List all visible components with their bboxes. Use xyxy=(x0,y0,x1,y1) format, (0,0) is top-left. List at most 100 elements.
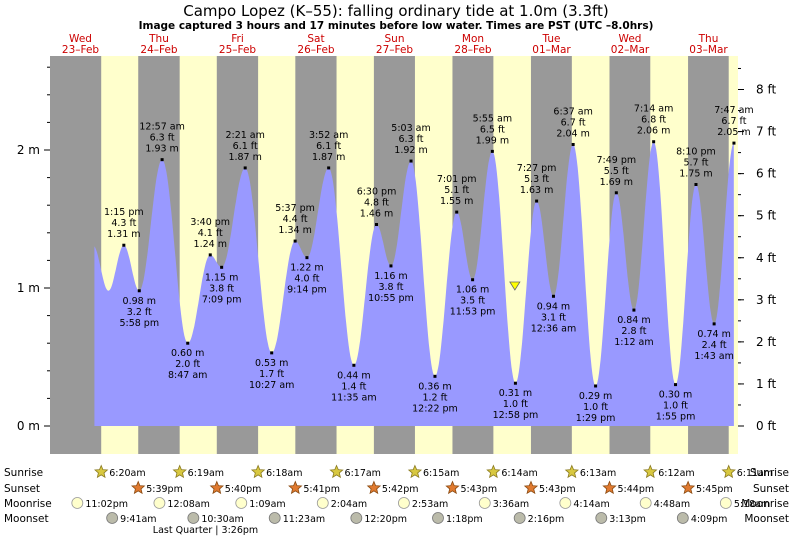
moonrise-icon xyxy=(639,497,652,509)
low-tide-time: 8:47 am xyxy=(168,370,207,381)
day-name-label: Fri xyxy=(231,33,244,45)
row-label-right: Moonset xyxy=(744,513,789,525)
sunrise-icon xyxy=(329,464,344,479)
low-tide-height-m: 0.53 m xyxy=(255,358,288,369)
sunset-icon xyxy=(209,480,224,495)
low-tide-height-ft: 3.2 ft xyxy=(127,307,152,318)
low-tide-height-m: 1.16 m xyxy=(374,271,407,282)
sunrise-time: 6:15am xyxy=(423,468,459,479)
tide-extreme-point xyxy=(327,166,331,170)
tide-extreme-point xyxy=(433,374,437,378)
high-tide-height-m: 1.31 m xyxy=(107,229,140,240)
high-tide-height-m: 1.93 m xyxy=(145,144,178,155)
chart-title: Campo Lopez (K–55): falling ordinary tid… xyxy=(183,2,609,20)
sunset-time: 5:43pm xyxy=(460,484,497,495)
low-tide-height-m: 0.36 m xyxy=(418,381,451,392)
low-tide-height-ft: 1.0 ft xyxy=(663,401,688,412)
moon-phase-label: Last Quarter | 3:26pm xyxy=(153,525,258,536)
high-tide-height-ft: 4.1 ft xyxy=(198,228,223,239)
high-tide-time: 2:21 am xyxy=(225,130,264,141)
high-tide-height-m: 1.99 m xyxy=(476,135,509,146)
moonrise-icon xyxy=(559,497,572,509)
high-tide-height-m: 1.63 m xyxy=(520,185,553,196)
row-label-left: Sunrise xyxy=(4,467,43,479)
tide-extreme-point xyxy=(652,140,656,144)
sunrise-icon xyxy=(94,464,109,479)
high-tide-height-m: 1.87 m xyxy=(312,152,345,163)
high-tide-time: 3:52 am xyxy=(309,130,348,141)
moonset-time: 1:18pm xyxy=(446,514,483,525)
high-tide-time: 12:57 am xyxy=(139,122,184,133)
high-tide-time: 7:14 am xyxy=(634,104,673,115)
moonset-icon xyxy=(187,512,200,524)
low-tide-height-ft: 3.8 ft xyxy=(378,282,403,293)
sunset-time: 5:45pm xyxy=(696,484,733,495)
day-date-label: 25–Feb xyxy=(219,44,257,56)
low-tide-height-ft: 1.0 ft xyxy=(583,402,608,413)
high-tide-height-ft: 4.8 ft xyxy=(364,198,389,209)
tide-extreme-point xyxy=(243,166,247,170)
sunrise-icon xyxy=(486,464,501,479)
row-label-left: Moonrise xyxy=(4,498,52,510)
sunrise-time: 6:12am xyxy=(658,468,694,479)
moonset-icon xyxy=(595,512,608,524)
tide-extreme-point xyxy=(160,158,164,162)
moonrise-icon xyxy=(316,497,329,509)
high-tide-height-m: 1.69 m xyxy=(600,177,633,188)
low-tide-height-ft: 1.0 ft xyxy=(503,399,528,410)
moonset-time: 12:20pm xyxy=(364,514,407,525)
high-tide-height-ft: 6.8 ft xyxy=(641,115,666,126)
tide-extreme-point xyxy=(732,141,736,145)
moonrise-icon xyxy=(235,497,248,509)
low-tide-time: 11:35 am xyxy=(331,392,376,403)
row-label-right: Sunset xyxy=(753,483,789,495)
high-tide-height-ft: 5.7 ft xyxy=(683,158,708,169)
low-tide-time: 5:58 pm xyxy=(119,318,159,329)
high-tide-height-m: 2.06 m xyxy=(637,126,670,137)
sunrise-icon xyxy=(172,464,187,479)
sunrise-time: 6:14am xyxy=(501,468,537,479)
high-tide-height-m: 1.34 m xyxy=(278,225,311,236)
moonrise-time: 4:14am xyxy=(573,499,609,510)
day-date-label: 01–Mar xyxy=(532,44,571,56)
tide-extreme-point xyxy=(186,341,190,345)
sunrise-icon xyxy=(721,464,736,479)
tide-extreme-point xyxy=(471,278,475,282)
sunset-time: 5:43pm xyxy=(539,484,576,495)
moonset-icon xyxy=(432,512,444,524)
tide-extreme-point xyxy=(455,210,459,214)
moonrise-time: 12:08am xyxy=(167,499,209,510)
day-name-label: Mon xyxy=(462,33,484,45)
moonset-time: 2:16pm xyxy=(528,514,565,525)
sunset-time: 5:40pm xyxy=(225,484,262,495)
low-tide-time: 11:53 pm xyxy=(450,307,496,318)
high-tide-height-m: 1.92 m xyxy=(394,145,427,156)
low-tide-height-ft: 3.8 ft xyxy=(209,283,234,294)
tide-extreme-point xyxy=(220,265,224,269)
moonset-icon xyxy=(106,512,119,524)
low-tide-height-ft: 1.7 ft xyxy=(259,369,284,380)
high-tide-time: 7:47 am xyxy=(714,105,753,116)
high-tide-height-m: 2.05 m xyxy=(717,127,750,138)
sunrise-icon xyxy=(250,464,266,479)
low-tide-height-m: 1.22 m xyxy=(290,263,323,274)
low-tide-height-m: 0.31 m xyxy=(499,388,532,399)
sunrise-icon xyxy=(643,464,658,479)
day-date-label: 27–Feb xyxy=(376,44,414,56)
tide-area xyxy=(94,141,734,426)
high-tide-time: 5:55 am xyxy=(473,113,512,124)
day-name-label: Wed xyxy=(619,33,642,45)
high-tide-height-ft: 5.3 ft xyxy=(524,174,549,185)
right-tick-label: 7 ft xyxy=(756,125,776,139)
high-tide-height-ft: 5.1 ft xyxy=(444,185,469,196)
low-tide-height-ft: 4.0 ft xyxy=(294,274,319,285)
high-tide-height-ft: 6.3 ft xyxy=(150,133,175,144)
tide-extreme-point xyxy=(551,294,555,298)
low-tide-height-m: 0.44 m xyxy=(337,370,370,381)
moonrise-icon xyxy=(398,497,410,509)
sunrise-time: 6:20am xyxy=(109,468,145,479)
moonrise-time: 1:09am xyxy=(249,499,285,510)
sunrise-time: 6:17am xyxy=(345,468,381,479)
moonrise-time: 2:53am xyxy=(412,499,448,510)
moonrise-time: 5:18am xyxy=(734,499,770,510)
